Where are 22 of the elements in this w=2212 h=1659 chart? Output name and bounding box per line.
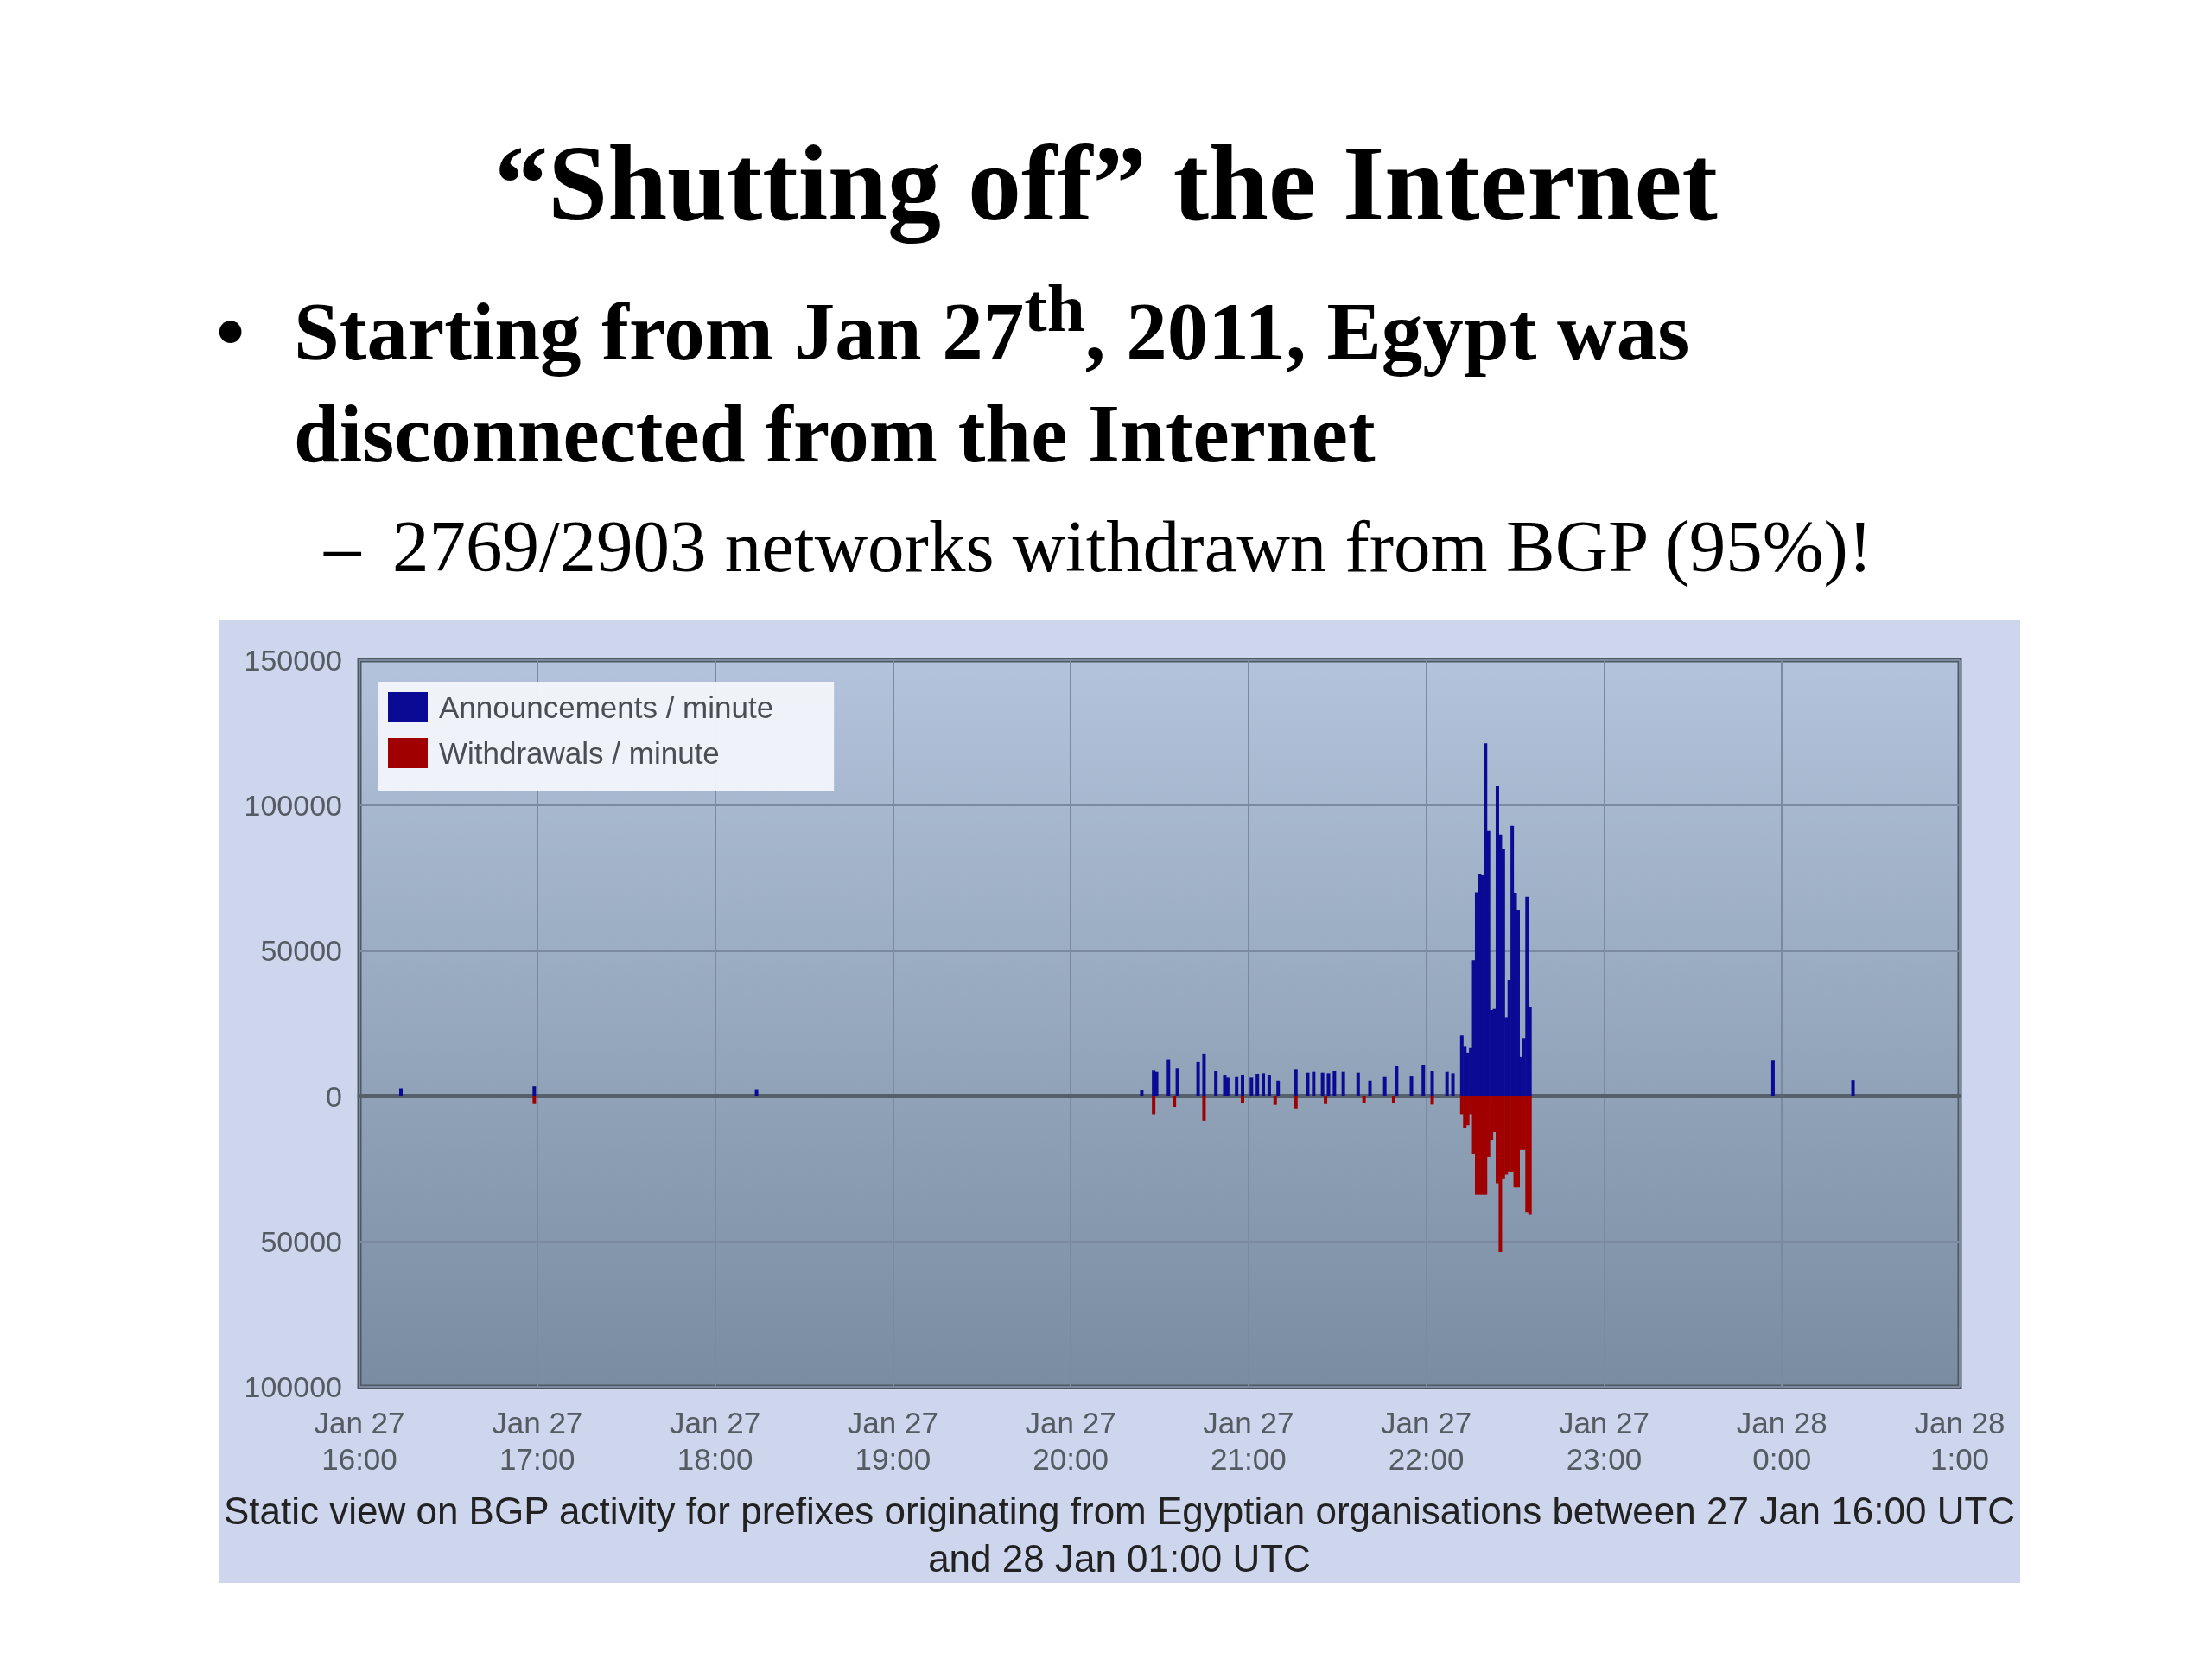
x-tick-label: Jan 27 21:00 bbox=[1203, 1405, 1294, 1476]
y-tick-label: 100000 bbox=[244, 1370, 342, 1403]
y-tick-label: 100000 bbox=[244, 789, 342, 823]
chart-title: “Shutting off” the Internet bbox=[493, 124, 1719, 243]
y-tick-label: 50000 bbox=[260, 934, 342, 968]
y-tick-label: 150000 bbox=[244, 644, 342, 677]
x-tick-label: Jan 27 22:00 bbox=[1381, 1405, 1472, 1476]
chart-subtitle: • Starting from Jan 27$^{th}$, 2011, Egypt was disconnected from the Internet bbox=[216, 270, 1690, 480]
text: Static view on BGP activity for prefixes originating from Egyptian organisations between 27 Jan 16:00 UTC and 28 Jan 01:00 UTC bbox=[222, 1489, 2017, 1581]
x-tick-label: Jan 27 19:00 bbox=[847, 1405, 938, 1476]
legend-label: Announcements / minute bbox=[439, 690, 774, 724]
x-tick-label: Jan 27 20:00 bbox=[1025, 1405, 1116, 1476]
y-tick-label: 50000 bbox=[260, 1224, 342, 1258]
x-tick-label: Jan 27 17:00 bbox=[492, 1405, 583, 1476]
x-tick-label: Jan 28 0:00 bbox=[1736, 1405, 1827, 1476]
legend-label: Withdrawals / minute bbox=[439, 736, 720, 770]
x-tick-label: Jan 28 1:00 bbox=[1914, 1405, 2005, 1476]
x-tick-label: Jan 27 18:00 bbox=[670, 1405, 761, 1476]
x-tick-label: Jan 27 23:00 bbox=[1558, 1405, 1649, 1476]
y-tick-label: 0 bbox=[326, 1079, 342, 1113]
x-tick-label: Jan 27 16:00 bbox=[314, 1405, 405, 1476]
text: – 2769/2903 networks withdrawn from BGP (95%)! bbox=[324, 505, 1873, 588]
